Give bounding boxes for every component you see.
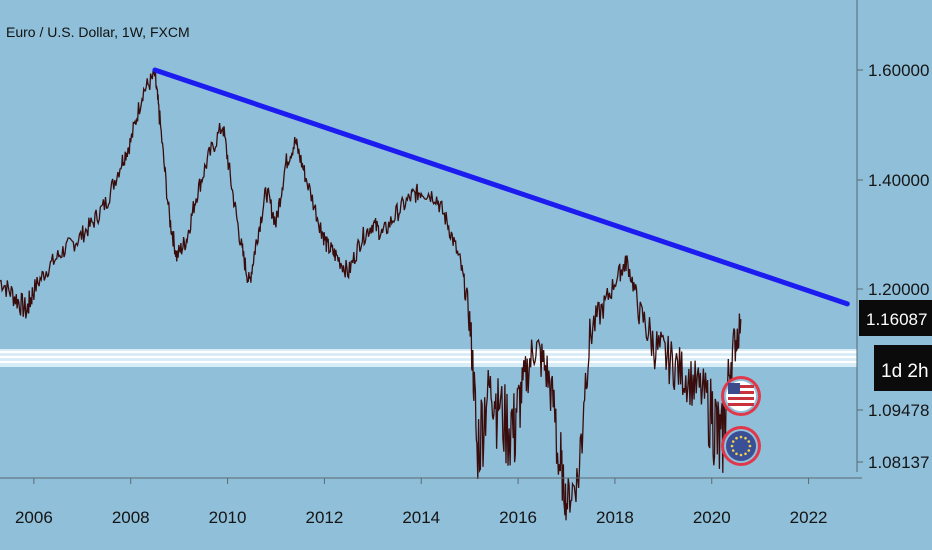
trendline[interactable] <box>152 67 850 307</box>
trendline-line[interactable] <box>152 67 850 307</box>
countdown-badge-label: 1d 2h <box>881 361 929 382</box>
us-flag-icon[interactable] <box>721 376 761 416</box>
chart-title: Euro / U.S. Dollar, 1W, FXCM <box>6 24 190 40</box>
eu-star <box>744 436 747 440</box>
eu-star <box>730 444 734 448</box>
time-axis[interactable]: 2006 2008 2010 2012 2014 2016 2018 2020 2022 <box>15 478 828 527</box>
price-line <box>0 69 742 521</box>
eu-star <box>735 436 738 440</box>
eu-star <box>748 444 752 448</box>
eu-star <box>731 440 735 443</box>
eu-star <box>739 435 743 439</box>
y-tick-label: 1.40000 <box>868 171 929 190</box>
eu-star <box>739 453 743 457</box>
x-tick-label: 2020 <box>693 508 731 527</box>
price-axis[interactable]: 1.60000 1.40000 1.20000 1.09478 1.08137 <box>857 61 929 472</box>
x-tick-label: 2016 <box>499 508 537 527</box>
x-tick-label: 2014 <box>402 508 440 527</box>
x-tick-label: 2008 <box>112 508 150 527</box>
x-tick-label: 2012 <box>305 508 343 527</box>
countdown-badge <box>874 345 932 391</box>
x-tick-label: 2006 <box>15 508 53 527</box>
y-tick-label: 1.20000 <box>868 280 929 299</box>
y-tick-label: 1.08137 <box>868 453 929 472</box>
y-tick-label: 1.60000 <box>868 61 929 80</box>
eu-star <box>731 449 735 452</box>
y-tick-label: 1.09478 <box>868 401 929 420</box>
eu-star <box>747 440 751 443</box>
price-series <box>0 69 742 521</box>
support-band <box>0 349 857 367</box>
x-tick-label: 2018 <box>596 508 634 527</box>
x-tick-label: 2022 <box>790 508 828 527</box>
price-badge-label: 1.16087 <box>866 310 927 329</box>
eu-star <box>735 452 738 456</box>
eu-star <box>744 452 747 456</box>
eu-star <box>747 449 751 452</box>
eu-flag-icon[interactable] <box>721 426 761 466</box>
x-tick-label: 2010 <box>209 508 247 527</box>
price-badge <box>859 300 932 336</box>
